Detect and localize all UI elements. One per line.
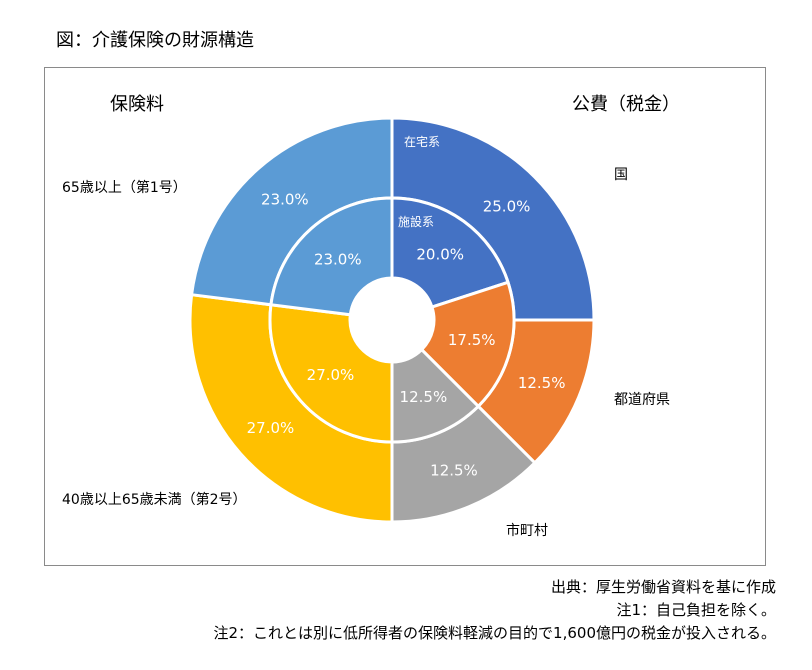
chart-frame: [44, 67, 766, 566]
source-note: 出典：厚生労働省資料を基に作成: [550, 578, 776, 596]
inner-slice-1: [420, 280, 516, 408]
figure-title: 図：介護保険の財源構造: [56, 30, 254, 51]
category-label-1gou: 65歳以上（第1号）: [62, 180, 187, 196]
inner-data-label-4: 23.0%: [314, 250, 362, 268]
outer-data-label-2: 12.5%: [430, 462, 478, 480]
inner-data-label-3: 27.0%: [307, 366, 355, 384]
inner-data-label-0: 20.0%: [416, 246, 464, 264]
note-2: 注2：これとは別に低所得者の保険料軽減の目的で1,600億円の税金が投入される。: [213, 624, 777, 642]
category-label-kuni: 国: [614, 167, 628, 183]
inner-data-label-1: 17.5%: [448, 331, 496, 349]
category-label-todofuken: 都道府県: [614, 392, 670, 408]
group-label-public: 公費（税金）: [572, 94, 680, 115]
category-label-2gou: 40歳以上65歳未満（第2号）: [62, 492, 247, 508]
outer-data-label-0: 25.0%: [483, 197, 531, 215]
outer-data-label-3: 27.0%: [247, 419, 295, 437]
note-1: 注1：自己負担を除く。: [616, 601, 776, 619]
inner-ring-tag: 施設系: [398, 214, 434, 229]
group-label-insurance: 保険料: [110, 94, 164, 115]
outer-data-label-1: 12.5%: [518, 374, 566, 392]
outer-data-label-4: 23.0%: [261, 190, 309, 208]
inner-slice-0: [390, 196, 510, 309]
inner-slice-4: [269, 196, 394, 317]
inner-data-label-2: 12.5%: [400, 388, 448, 406]
inner-slice-3: [268, 303, 394, 444]
category-label-shichoson: 市町村: [506, 523, 548, 539]
outer-ring-tag: 在宅系: [404, 134, 440, 149]
